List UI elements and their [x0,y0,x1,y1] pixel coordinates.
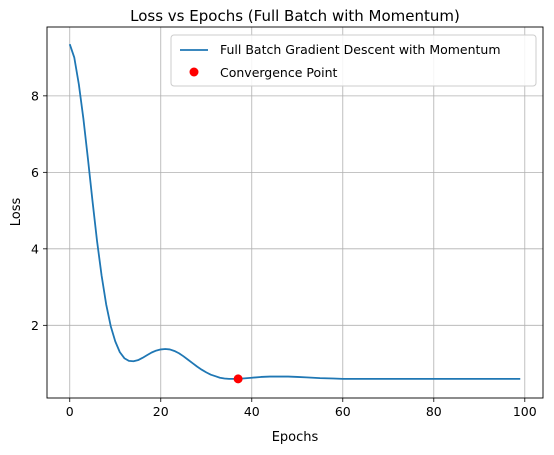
convergence-point [233,374,243,384]
x-axis-ticks: 0 20 40 60 80 100 [66,398,537,419]
y-axis-ticks: 2 4 6 8 [31,88,47,333]
x-tick-label: 20 [153,404,169,419]
legend-box [170,34,537,87]
series-group [68,43,521,384]
x-tick-label: 40 [244,404,260,419]
x-tick-label: 60 [335,404,351,419]
legend-label-convergence: Convergence Point [220,65,338,80]
chart-title: Loss vs Epochs (Full Batch with Momentum… [130,7,460,25]
legend-label-gd: Full Batch Gradient Descent with Momentu… [220,42,501,57]
x-axis-label: Epochs [272,430,319,445]
x-tick-label: 100 [513,404,537,419]
x-tick-label: 80 [426,404,442,419]
loss-line [68,43,521,380]
y-tick-label: 2 [31,318,39,333]
x-tick-label: 0 [66,404,74,419]
legend-marker-swatch [189,67,199,77]
plot-frame [46,26,544,399]
y-tick-label: 6 [31,165,39,180]
y-tick-label: 8 [31,88,39,103]
y-axis-label: Loss [9,198,24,227]
y-tick-label: 4 [31,241,39,256]
grid-lines [47,27,543,398]
plot-area [47,27,543,398]
legend: Full Batch Gradient Descent with Momentu… [170,34,537,87]
